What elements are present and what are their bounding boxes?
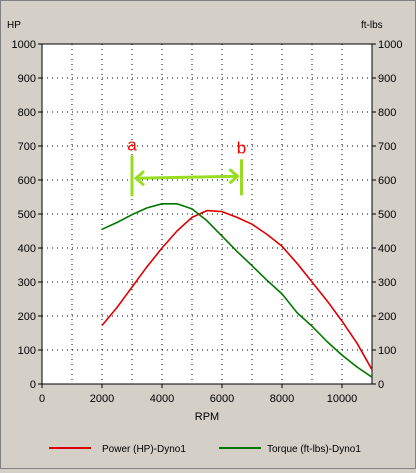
- y-right-tick-label: 1000: [378, 39, 402, 51]
- legend-label-power: Power (HP)-Dyno1: [102, 444, 186, 455]
- y-right-axis-label: ft-lbs: [361, 20, 383, 31]
- y-left-tick-label: 400: [18, 243, 36, 255]
- y-right-tick-label: 800: [378, 107, 396, 119]
- annotation-label-a: a: [127, 135, 137, 154]
- annotation-label-b: b: [237, 138, 246, 157]
- y-right-tick-label: 700: [378, 141, 396, 153]
- x-tick-label: 2000: [90, 393, 114, 405]
- x-tick-label: 10000: [327, 393, 358, 405]
- y-left-tick-label: 800: [18, 107, 36, 119]
- series-group: [101, 203, 373, 378]
- y-right-tick-label: 900: [378, 73, 396, 85]
- x-tick-label: 6000: [210, 393, 234, 405]
- x-tick-label: 4000: [150, 393, 174, 405]
- annotation-arrowhead-left: [133, 170, 145, 187]
- annotation-arrowhead-right: [228, 168, 240, 185]
- x-axis-label: RPM: [195, 411, 219, 423]
- y-right-tick-label: 500: [378, 209, 396, 221]
- y-left-tick-label: 600: [18, 175, 36, 187]
- y-left-tick-label: 300: [18, 277, 36, 289]
- torque-curve: [101, 203, 373, 378]
- y-left-tick-label: 900: [18, 73, 36, 85]
- x-tick-label: 8000: [270, 393, 294, 405]
- y-right-tick-label: 300: [378, 277, 396, 289]
- y-left-tick-label: 1000: [12, 39, 36, 51]
- y-left-tick-label: 100: [18, 345, 36, 357]
- y-right-tick-label: 0: [378, 379, 384, 391]
- y-left-tick-label: 200: [18, 311, 36, 323]
- y-right-tick-label: 600: [378, 175, 396, 187]
- y-right-tick-label: 200: [378, 311, 396, 323]
- y-right-tick-label: 100: [378, 345, 396, 357]
- x-tick-label: 0: [39, 393, 45, 405]
- y-left-axis-label: HP: [7, 20, 21, 31]
- legend-label-torque: Torque (ft-lbs)-Dyno1: [267, 444, 361, 455]
- power-curve: [101, 209, 373, 371]
- y-left-tick-label: 500: [18, 209, 36, 221]
- y-left-tick-label: 700: [18, 141, 36, 153]
- annotation-arrow-shaft: [135, 174, 238, 180]
- y-right-tick-label: 400: [378, 243, 396, 255]
- legend: Power (HP)-Dyno1 Torque (ft-lbs)-Dyno1: [49, 444, 361, 455]
- y-left-tick-label: 0: [30, 379, 36, 391]
